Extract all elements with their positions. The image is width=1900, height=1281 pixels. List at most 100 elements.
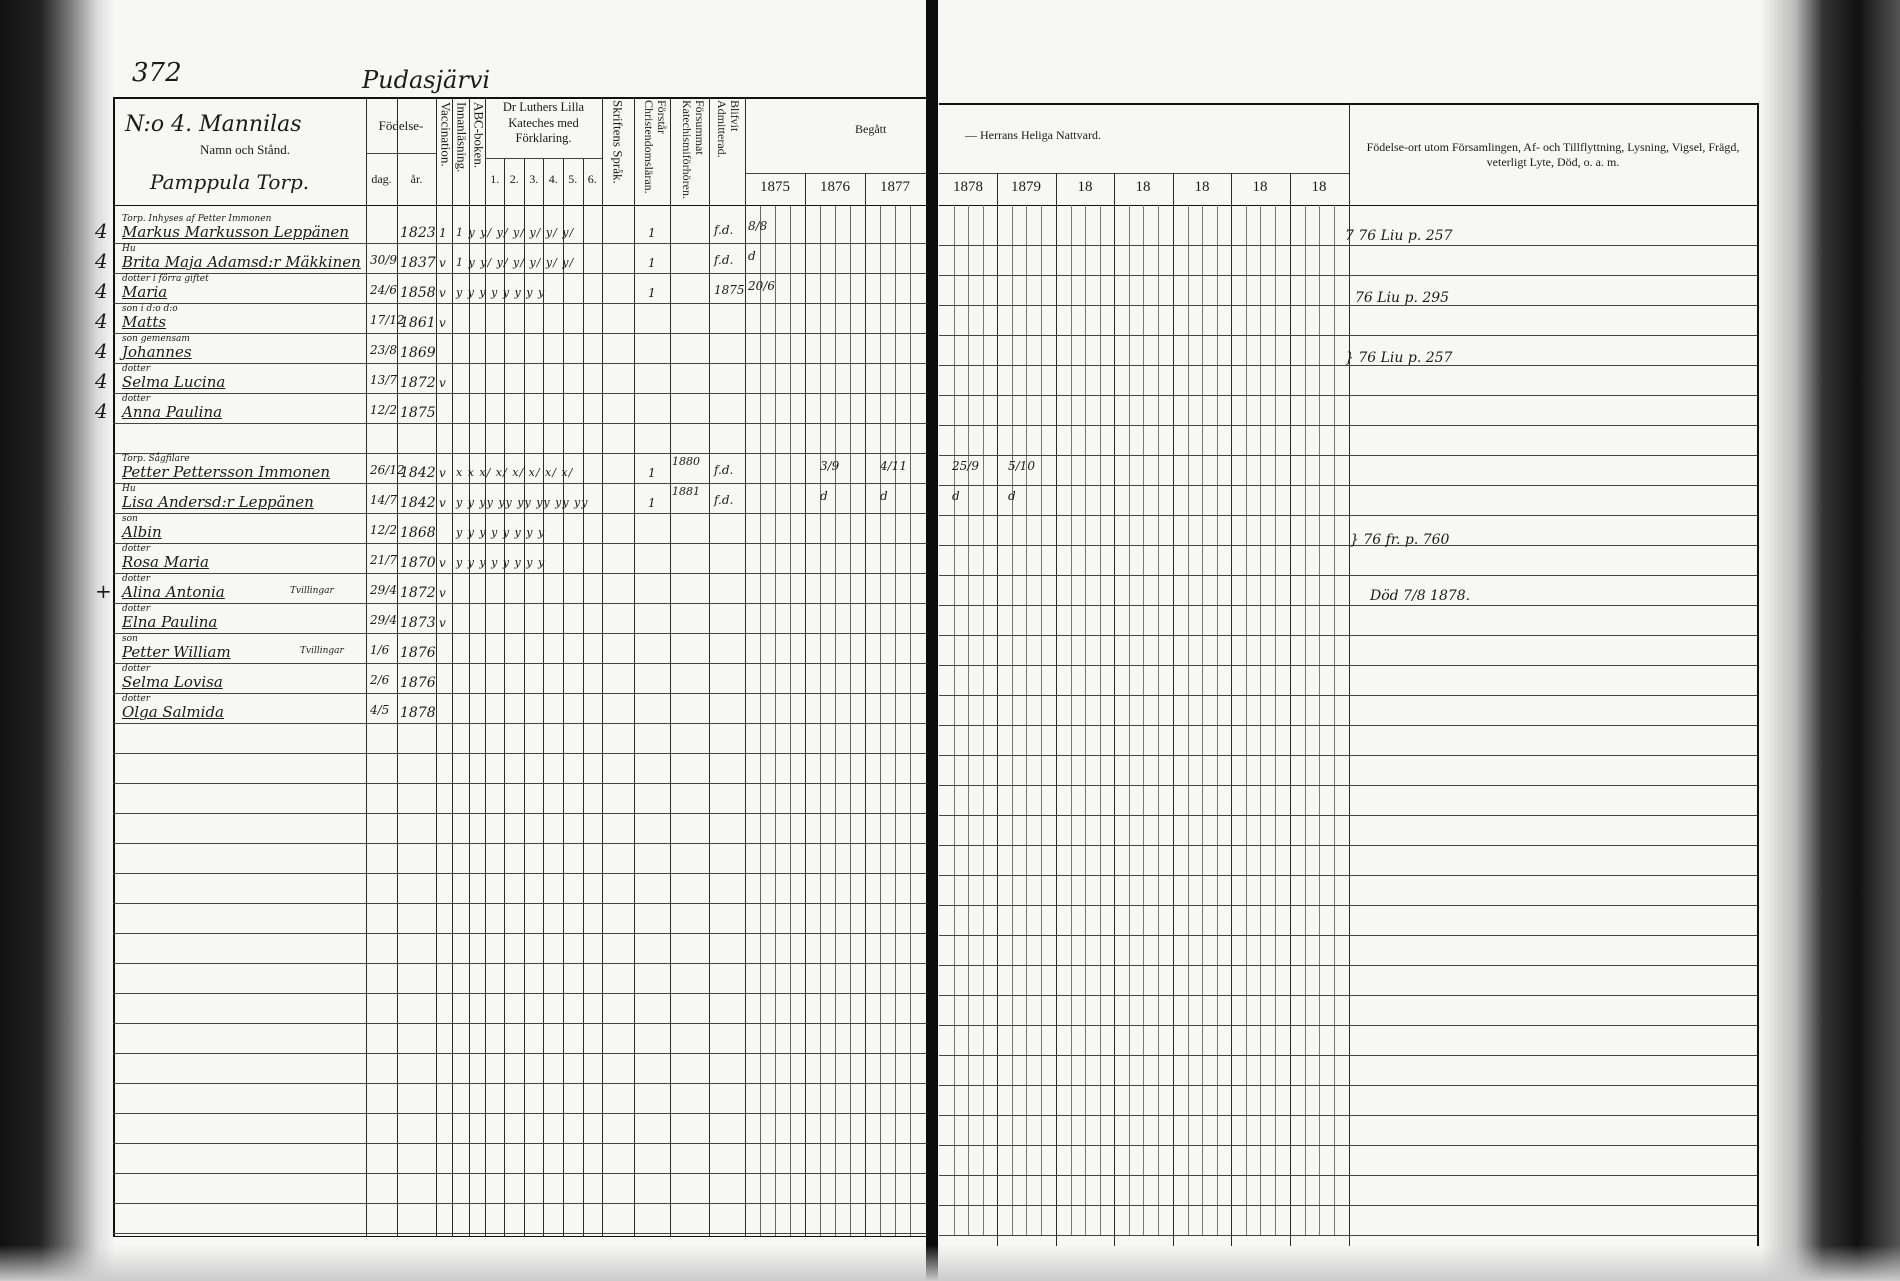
birth-split-rule bbox=[366, 153, 436, 154]
row-rule bbox=[113, 1083, 927, 1084]
row-rule bbox=[939, 425, 1757, 426]
year-column-header: 18 bbox=[1194, 179, 1210, 195]
column-rule bbox=[602, 97, 603, 1236]
understands-mark: 1 bbox=[648, 496, 656, 510]
header-vaccination: Vaccination. bbox=[438, 102, 454, 167]
record-name: Anna Paulina bbox=[122, 403, 223, 421]
twin-note: Tvillingar bbox=[290, 586, 334, 596]
birth-year: 1876 bbox=[400, 675, 436, 691]
header-understands: Förstår Christendomsläran. bbox=[641, 100, 669, 194]
margin-mark: 4 bbox=[95, 219, 108, 243]
communion-date: 4/11 bbox=[880, 459, 907, 473]
column-rule bbox=[1349, 103, 1350, 1246]
row-rule bbox=[939, 875, 1757, 876]
column-rule bbox=[563, 158, 564, 1236]
catechism-part-label: 5. bbox=[568, 172, 578, 186]
birth-year: 1868 bbox=[400, 525, 436, 541]
scan-bottom-shade bbox=[0, 1245, 1900, 1281]
vaccination-mark: 1 bbox=[439, 226, 447, 240]
row-rule bbox=[939, 305, 1757, 306]
birth-day: 4/5 bbox=[370, 703, 390, 717]
record-name: Elna Paulina bbox=[122, 613, 218, 631]
row-rule bbox=[113, 1023, 927, 1024]
birth-year: 1861 bbox=[400, 315, 436, 331]
row-rule bbox=[113, 333, 927, 334]
row-rule bbox=[113, 423, 927, 424]
table-border-left bbox=[113, 97, 115, 1236]
row-rule bbox=[113, 483, 927, 484]
year-column-header: 18 bbox=[1077, 179, 1093, 195]
row-rule bbox=[939, 1235, 1757, 1236]
birth-year: 1872 bbox=[400, 585, 436, 601]
column-rule bbox=[452, 97, 453, 1236]
catechism-marks: x x x/ x/ x/ x/ x/ x/ bbox=[456, 466, 574, 479]
row-rule bbox=[939, 845, 1757, 846]
column-rule bbox=[436, 97, 437, 1236]
table-border-top bbox=[113, 97, 927, 99]
record-role: dotter bbox=[122, 364, 151, 374]
sub-column-rule bbox=[1026, 205, 1027, 1236]
birth-day: 1/6 bbox=[370, 643, 390, 657]
year-column-header: 1878 bbox=[953, 179, 983, 195]
catechism-part-label: 1. bbox=[490, 172, 500, 186]
record-name: Markus Markusson Leppänen bbox=[122, 223, 349, 241]
record-role: son bbox=[122, 514, 138, 524]
scan-left-edge bbox=[0, 0, 115, 1281]
year-column-header: 1879 bbox=[1011, 179, 1041, 195]
row-rule bbox=[939, 635, 1757, 636]
header-bottom-rule bbox=[113, 205, 927, 206]
birth-year: 1878 bbox=[400, 705, 436, 721]
column-rule bbox=[397, 97, 398, 1236]
catechism-marks: y y y y y y y y bbox=[456, 526, 546, 539]
remark-note: 76 Liu p. 295 bbox=[1355, 290, 1450, 306]
row-rule bbox=[113, 603, 927, 604]
sub-column-rule bbox=[982, 205, 984, 1236]
sub-column-rule bbox=[910, 205, 911, 1236]
record-name: Matts bbox=[122, 313, 167, 331]
table-border-top-right bbox=[939, 103, 1757, 105]
record-role: son bbox=[122, 634, 138, 644]
row-rule bbox=[113, 573, 927, 574]
row-rule bbox=[113, 1173, 927, 1174]
birth-day: 21/7 bbox=[370, 553, 397, 567]
header-birth-day: dag. bbox=[371, 172, 392, 186]
communion-date: d bbox=[952, 489, 960, 503]
birth-day: 2/6 bbox=[370, 673, 390, 687]
row-rule bbox=[113, 663, 927, 664]
row-rule bbox=[939, 1175, 1757, 1176]
record-role: dotter bbox=[122, 664, 151, 674]
record-name: Lisa Andersd:r Leppänen bbox=[122, 493, 314, 511]
row-rule bbox=[939, 395, 1757, 396]
sub-column-rule bbox=[1304, 205, 1306, 1236]
column-rule bbox=[1056, 173, 1057, 1246]
birth-year: 1823 bbox=[400, 225, 436, 241]
scan-right-edge bbox=[1760, 0, 1900, 1281]
row-rule bbox=[113, 843, 927, 844]
row-rule bbox=[113, 813, 927, 814]
row-rule bbox=[113, 1143, 927, 1144]
row-rule bbox=[939, 605, 1757, 606]
row-rule bbox=[939, 515, 1757, 516]
sub-column-rule bbox=[895, 205, 896, 1236]
communion-date: 25/9 bbox=[952, 459, 979, 473]
row-rule bbox=[113, 543, 927, 544]
row-rule bbox=[113, 783, 927, 784]
row-rule bbox=[113, 1053, 927, 1054]
vaccination-mark: v bbox=[439, 586, 446, 600]
understands-mark: 1 bbox=[648, 466, 656, 480]
vaccination-mark: v bbox=[439, 376, 446, 390]
header-notes: Födelse-ort utom Församlingen, Af- och T… bbox=[1366, 140, 1740, 169]
row-rule bbox=[939, 935, 1757, 936]
record-name: Brita Maja Adamsd:r Mäkkinen bbox=[122, 253, 361, 271]
row-rule bbox=[939, 665, 1757, 666]
row-rule bbox=[113, 273, 927, 274]
vaccination-mark: v bbox=[439, 466, 446, 480]
record-role: Torp. Sågfilare bbox=[122, 454, 190, 464]
column-rule bbox=[504, 158, 505, 1236]
row-rule bbox=[939, 815, 1757, 816]
row-rule bbox=[113, 453, 927, 454]
sub-column-rule bbox=[953, 205, 955, 1236]
year-column-header: 1876 bbox=[820, 179, 850, 195]
column-rule bbox=[1173, 173, 1174, 1246]
column-rule bbox=[709, 97, 710, 1236]
